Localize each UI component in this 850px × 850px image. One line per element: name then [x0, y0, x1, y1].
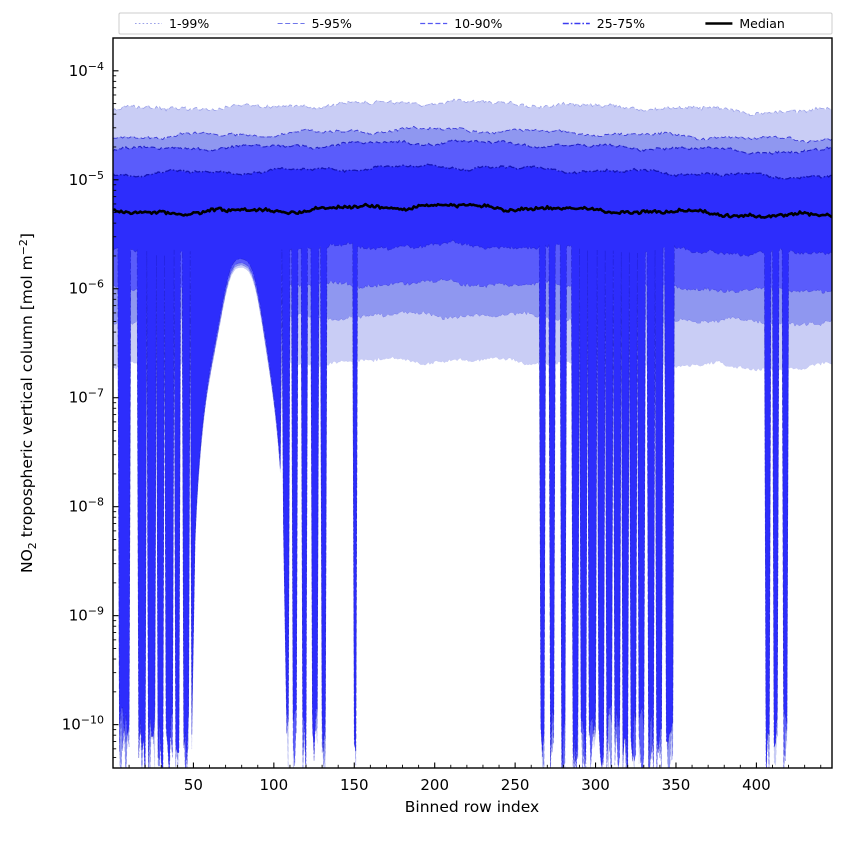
y-axis-title-prefix: NO — [18, 549, 36, 573]
x-tick-label: 100 — [260, 776, 289, 794]
legend: 1-99% 5-95% 10-90% 25-75% Median — [118, 12, 833, 35]
legend-item-1-99[interactable]: 1-99% — [135, 16, 209, 31]
y-tick-label: 10−9 — [69, 605, 104, 625]
legend-label: Median — [739, 16, 784, 31]
x-tick-label: 250 — [501, 776, 530, 794]
x-tick-label: 150 — [340, 776, 369, 794]
legend-frame — [118, 12, 833, 35]
legend-item-median[interactable]: Median — [705, 16, 785, 31]
band-25-75% — [113, 163, 832, 768]
legend-label: 25-75% — [597, 16, 645, 31]
y-tick-label: 10−4 — [69, 60, 104, 80]
y-axis-title-sub: 2 — [26, 542, 39, 549]
x-tick-label: 300 — [581, 776, 610, 794]
legend-label: 5-95% — [312, 16, 352, 31]
y-axis-title: NO2 tropospheric vertical column [mol m−… — [17, 233, 39, 573]
x-tick-label: 400 — [742, 776, 771, 794]
y-tick-label: 10−10 — [62, 714, 104, 734]
y-axis-title-sup: −2 — [17, 239, 30, 255]
y-tick-label: 10−6 — [69, 278, 104, 298]
y-axis: 10−4 10−5 10−6 10−7 10−8 10−9 10−10 — [62, 37, 119, 769]
x-tick-label: 50 — [184, 776, 203, 794]
x-axis-title: Binned row index — [405, 798, 539, 816]
legend-item-5-95[interactable]: 5-95% — [277, 16, 352, 31]
y-tick-label: 10−5 — [69, 169, 104, 189]
median-line — [113, 202, 832, 219]
svg-text:NO2 tropospheric vertical colu: NO2 tropospheric vertical column [mol m−… — [17, 233, 39, 573]
legend-item-10-90[interactable]: 10-90% — [420, 16, 503, 31]
y-tick-label: 10−7 — [69, 387, 104, 407]
x-axis: 50 100 150 200 250 300 350 400 — [128, 762, 822, 794]
y-axis-title-suffix: ] — [18, 233, 36, 239]
y-tick-label: 10−8 — [69, 496, 104, 516]
legend-label: 1-99% — [169, 16, 209, 31]
y-axis-title-mid: tropospheric vertical column [mol m — [18, 255, 36, 542]
chart-data-layer — [113, 98, 832, 768]
x-tick-label: 200 — [420, 776, 449, 794]
x-tick-label: 350 — [662, 776, 691, 794]
legend-label: 10-90% — [454, 16, 502, 31]
legend-item-25-75[interactable]: 25-75% — [562, 16, 645, 31]
